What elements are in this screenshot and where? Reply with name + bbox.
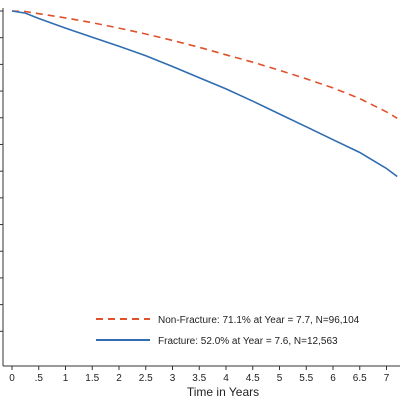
x-tick-label-8: 4 [223,373,229,384]
legend: Non-Fracture: 71.1% at Year = 7.7, N=96,… [96,315,360,347]
x-tick-label-1: .5 [35,373,44,384]
x-tick-label-3: 1.5 [85,373,99,384]
x-tick-label-2: 1 [63,373,69,384]
y-tick-group [0,10,3,332]
series-line-non-fracture [11,10,398,119]
x-tick-label-4: 2 [116,373,122,384]
x-tick-label-6: 3 [170,373,176,384]
legend-label-fracture: Fracture: 52.0% at Year = 7.6, N=12,563 [158,336,338,347]
x-tick-label-9: 4.5 [246,373,260,384]
axes [2,8,400,367]
x-tick-group [11,366,387,370]
x-tick-label-14: 7 [384,373,390,384]
series-group [11,10,398,178]
x-tick-label-10: 5 [277,373,283,384]
series-line-fracture [11,10,398,178]
x-axis-title: Time in Years [187,385,259,399]
x-tick-label-7: 3.5 [192,373,206,384]
x-tick-label-0: 0 [9,373,15,384]
x-tick-label-group: 0 .5 1 1.5 2 2.5 3 3.5 4 4.5 5 5.5 6 6.5 7 [9,373,390,384]
x-tick-label-11: 5.5 [299,373,313,384]
x-tick-label-12: 6 [330,373,336,384]
x-tick-label-13: 6.5 [353,373,367,384]
x-tick-label-5: 2.5 [139,373,153,384]
legend-label-non-fracture: Non-Fracture: 71.1% at Year = 7.7, N=96,… [158,315,360,326]
